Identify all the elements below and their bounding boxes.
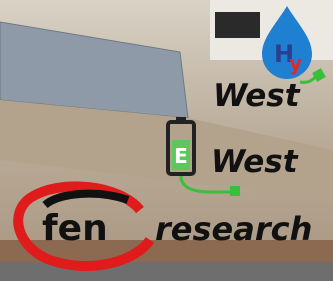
logo-mark-accent: y [289, 51, 302, 75]
window [215, 12, 260, 38]
logo-mark: E [174, 144, 188, 168]
logo-label: research [155, 210, 312, 248]
scene: H y West E West fen research [0, 0, 333, 281]
logo-label: West [213, 78, 301, 114]
plug [230, 186, 240, 196]
page: H y West E West fen research (() => { co… [0, 0, 333, 281]
logo-mark: fen [42, 208, 108, 249]
logo-label: West [211, 144, 299, 180]
